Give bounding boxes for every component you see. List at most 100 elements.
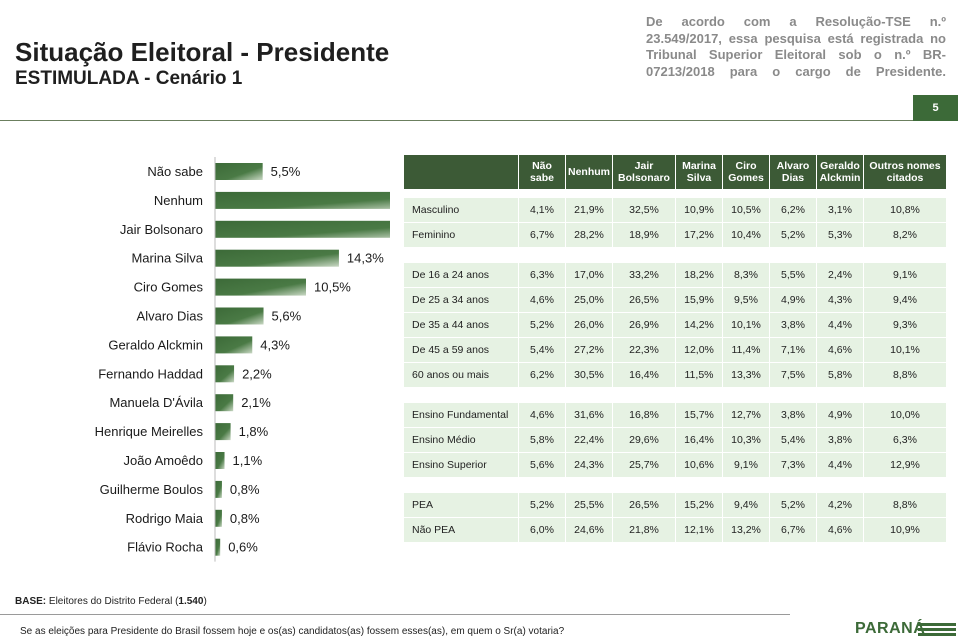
table-cell: 6,7% (770, 518, 816, 542)
table-cell: 33,2% (613, 263, 675, 287)
row-label: De 25 a 34 anos (404, 288, 518, 312)
table-cell: 9,5% (723, 288, 769, 312)
table-cell: 4,9% (817, 403, 863, 427)
value-label: 0,8% (230, 482, 260, 497)
table-cell: 6,3% (519, 263, 565, 287)
table-cell: 7,3% (770, 453, 816, 477)
table-cell: 3,8% (770, 403, 816, 427)
bar (215, 220, 390, 238)
table-cell: 14,2% (676, 313, 722, 337)
bar (215, 336, 253, 354)
header-divider (0, 120, 958, 121)
table-cell: 12,7% (723, 403, 769, 427)
table-cell: 4,4% (817, 453, 863, 477)
table-cell: 11,4% (723, 338, 769, 362)
table-cell: 15,2% (676, 493, 722, 517)
table-cell: 17,0% (566, 263, 612, 287)
table-cell: 25,5% (566, 493, 612, 517)
category-label: Geraldo Alckmin (108, 337, 203, 352)
column-header: Jair Bolsonaro (613, 155, 675, 189)
value-label: 1,1% (233, 453, 263, 468)
table-cell: 16,4% (613, 363, 675, 387)
table-cell: 10,5% (723, 198, 769, 222)
table-cell: 7,1% (770, 338, 816, 362)
table-cell: 15,7% (676, 403, 722, 427)
table-row: PEA 5,2% 25,5% 26,5% 15,2% 9,4% 5,2% 4,2% 8,8% (404, 493, 946, 517)
table-cell: 4,6% (817, 518, 863, 542)
table-cell: 30,5% (566, 363, 612, 387)
bar (215, 509, 222, 527)
table-cell: 29,6% (613, 428, 675, 452)
table-cell: 8,8% (864, 363, 946, 387)
table-cell: 4,3% (817, 288, 863, 312)
column-header: Alvaro Dias (770, 155, 816, 189)
table-cell: 18,2% (676, 263, 722, 287)
table-cell: 3,8% (817, 428, 863, 452)
table-cell: 26,5% (613, 288, 675, 312)
table-cell: 22,3% (613, 338, 675, 362)
value-label: 5,6% (272, 309, 302, 324)
row-label: De 16 a 24 anos (404, 263, 518, 287)
bar (215, 163, 263, 180)
table-cell: 16,4% (676, 428, 722, 452)
table-cell: 31,6% (566, 403, 612, 427)
table-cell: 9,1% (864, 263, 946, 287)
table-cell: 21,9% (566, 198, 612, 222)
row-label: Feminino (404, 223, 518, 247)
table-cell: 10,3% (723, 428, 769, 452)
table-cell: 13,2% (723, 518, 769, 542)
table-cell: 18,9% (613, 223, 675, 247)
table-cell: 3,8% (770, 313, 816, 337)
table-cell: 24,6% (566, 518, 612, 542)
table-cell: 15,9% (676, 288, 722, 312)
parana-logo: PARANÁ (855, 620, 926, 637)
category-label: Ciro Gomes (134, 280, 204, 295)
value-label: 1,8% (239, 424, 269, 439)
table-cell: 5,2% (770, 223, 816, 247)
table-row: Ensino Médio 5,8% 22,4% 29,6% 16,4% 10,3% 5,4%… (404, 428, 946, 452)
table-cell: 4,6% (817, 338, 863, 362)
value-label: 5,5% (271, 164, 301, 179)
group-spacer (404, 478, 946, 492)
table-cell: 5,8% (817, 363, 863, 387)
category-label: Jair Bolsonaro (120, 222, 203, 237)
row-label: 60 anos ou mais (404, 363, 518, 387)
table-cell: 5,2% (770, 493, 816, 517)
group-spacer (404, 388, 946, 402)
category-label: Henrique Meirelles (95, 424, 204, 439)
table-cell: 32,5% (613, 198, 675, 222)
table-row: Ensino Superior 5,6% 24,3% 25,7% 10,6% 9,1% 7,… (404, 453, 946, 477)
column-header: Não sabe (519, 155, 565, 189)
table-cell: 13,3% (723, 363, 769, 387)
category-label: Guilherme Boulos (100, 482, 204, 497)
bar (215, 249, 339, 267)
table-cell: 4,4% (817, 313, 863, 337)
table-cell: 10,9% (864, 518, 946, 542)
table-cell: 26,9% (613, 313, 675, 337)
table-cell: 8,3% (723, 263, 769, 287)
bar (215, 365, 235, 383)
row-label: Masculino (404, 198, 518, 222)
table-cell: 5,3% (817, 223, 863, 247)
category-label: Manuela D'Ávila (109, 395, 203, 410)
table-cell: 12,1% (676, 518, 722, 542)
group-spacer (404, 248, 946, 262)
table-cell: 4,6% (519, 288, 565, 312)
table-cell: 10,8% (864, 198, 946, 222)
table-row: Ensino Fundamental 4,6% 31,6% 16,8% 15,7% 12,… (404, 403, 946, 427)
table-cell: 10,0% (864, 403, 946, 427)
table-row: Não PEA 6,0% 24,6% 21,8% 12,1% 13,2% 6,7% 4,6% 1… (404, 518, 946, 542)
table-cell: 10,1% (864, 338, 946, 362)
table-cell: 24,3% (566, 453, 612, 477)
row-label: De 35 a 44 anos (404, 313, 518, 337)
value-label: 2,1% (241, 395, 271, 410)
row-label: De 45 a 59 anos (404, 338, 518, 362)
table-cell: 5,8% (519, 428, 565, 452)
survey-question: Se as eleições para Presidente do Brasil… (20, 626, 565, 637)
table-cell: 17,2% (676, 223, 722, 247)
column-header: Marina Silva (676, 155, 722, 189)
column-header: Geraldo Alckmin (817, 155, 863, 189)
table-cell: 9,4% (864, 288, 946, 312)
value-label: 4,3% (260, 337, 290, 352)
bar (215, 191, 390, 209)
